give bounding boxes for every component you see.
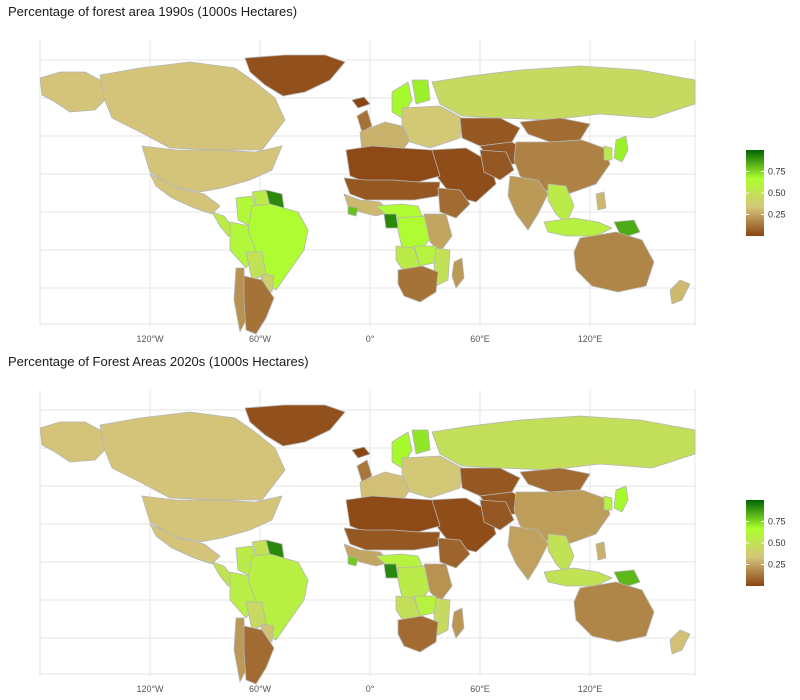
- region-bolivia: [245, 601, 267, 631]
- map-panel-1990s: 120°W 60°W 0° 60°E 120°E 0.75 0.50 0.25 Percent…: [8, 4, 786, 344]
- region-korea: [603, 495, 613, 511]
- x-tick-label: 60°W: [249, 334, 272, 344]
- region-canada: [99, 61, 286, 151]
- region-finland: [411, 79, 431, 105]
- region-horn-africa: [437, 537, 471, 569]
- region-canada: [99, 411, 286, 501]
- region-southern-africa: [397, 615, 439, 653]
- region-alaska: [39, 71, 111, 113]
- region-uk: [356, 109, 373, 133]
- region-bolivia: [245, 251, 267, 281]
- region-argentina: [243, 275, 275, 335]
- region-iceland: [351, 446, 371, 459]
- legend-tick-label: 0.75: [768, 517, 786, 527]
- region-india: [507, 175, 549, 231]
- region-chile: [233, 267, 247, 333]
- region-india: [507, 525, 549, 581]
- legend-tick-label: 0.75: [768, 167, 786, 177]
- region-gabon: [383, 213, 399, 229]
- map-title-1990s: Percentage of forest area 1990s (1000s H…: [8, 4, 298, 19]
- legend-gradient: [746, 500, 764, 586]
- region-uk: [356, 459, 373, 483]
- x-tick-label: 60°E: [470, 684, 490, 694]
- region-liberia: [347, 555, 359, 567]
- legend-tick-label: 0.25: [768, 560, 786, 570]
- region-madagascar: [451, 257, 465, 289]
- region-greenland: [244, 54, 346, 97]
- region-e-europe: [401, 105, 463, 149]
- legend-gradient: [746, 150, 764, 236]
- x-tick-label: 60°W: [249, 684, 272, 694]
- legend-tick-label: 0.50: [768, 188, 786, 198]
- region-argentina: [243, 625, 275, 685]
- x-tick-label: 120°E: [578, 334, 603, 344]
- region-e-africa: [423, 563, 453, 603]
- region-mongolia: [519, 117, 591, 143]
- region-korea: [603, 145, 613, 161]
- region-greenland: [244, 404, 346, 447]
- x-tick-label: 120°W: [136, 334, 164, 344]
- region-southern-africa: [397, 265, 439, 303]
- region-japan: [613, 485, 629, 513]
- region-nz: [669, 279, 691, 305]
- region-japan: [613, 135, 629, 163]
- map-title-2020s: Percentage of Forest Areas 2020s (1000s …: [8, 354, 309, 369]
- region-philippines: [595, 191, 607, 211]
- region-australia: [573, 581, 655, 643]
- region-e-europe: [401, 455, 463, 499]
- region-mongolia: [519, 467, 591, 493]
- map-panel-2020s: 120°W 60°W 0° 60°E 120°E 0.75 0.50 0.25 Percent…: [0, 350, 800, 700]
- region-indonesia: [543, 217, 613, 237]
- region-mexico: [149, 173, 221, 215]
- region-e-africa: [423, 213, 453, 253]
- x-tick-label: 120°E: [578, 684, 603, 694]
- region-liberia: [347, 205, 359, 217]
- countries: [39, 54, 696, 335]
- region-gabon: [383, 563, 399, 579]
- region-mozambique: [433, 247, 451, 287]
- region-sahel: [343, 527, 441, 551]
- legend-tick-label: 0.25: [768, 210, 786, 220]
- map-2020s: 120°W 60°W 0° 60°E 120°E 0.75 0.50 0.25: [39, 390, 786, 694]
- x-tick-label: 60°E: [470, 334, 490, 344]
- region-n-africa: [345, 495, 441, 533]
- region-mexico: [149, 523, 221, 565]
- region-indonesia: [543, 567, 613, 587]
- region-finland: [411, 429, 431, 455]
- map-1990s: 120°W 60°W 0° 60°E 120°E 0.75 0.50 0.25: [39, 40, 786, 344]
- region-madagascar: [451, 607, 465, 639]
- region-nz: [669, 629, 691, 655]
- region-russia: [431, 65, 696, 121]
- region-sahel: [343, 177, 441, 201]
- region-iran: [479, 149, 515, 181]
- region-chile: [233, 617, 247, 683]
- region-iran: [479, 499, 515, 531]
- region-n-africa: [345, 145, 441, 183]
- x-tick-label: 120°W: [136, 684, 164, 694]
- region-horn-africa: [437, 187, 471, 219]
- region-mozambique: [433, 597, 451, 637]
- region-iceland: [351, 96, 371, 109]
- region-russia: [431, 415, 696, 471]
- x-tick-label: 0°: [366, 684, 375, 694]
- region-philippines: [595, 541, 607, 561]
- legend-colorbar: 0.75 0.50 0.25: [746, 150, 786, 236]
- legend-colorbar: 0.75 0.50 0.25: [746, 500, 786, 586]
- region-australia: [573, 231, 655, 293]
- countries: [39, 404, 696, 685]
- x-tick-label: 0°: [366, 334, 375, 344]
- legend-tick-label: 0.50: [768, 538, 786, 548]
- region-alaska: [39, 421, 111, 463]
